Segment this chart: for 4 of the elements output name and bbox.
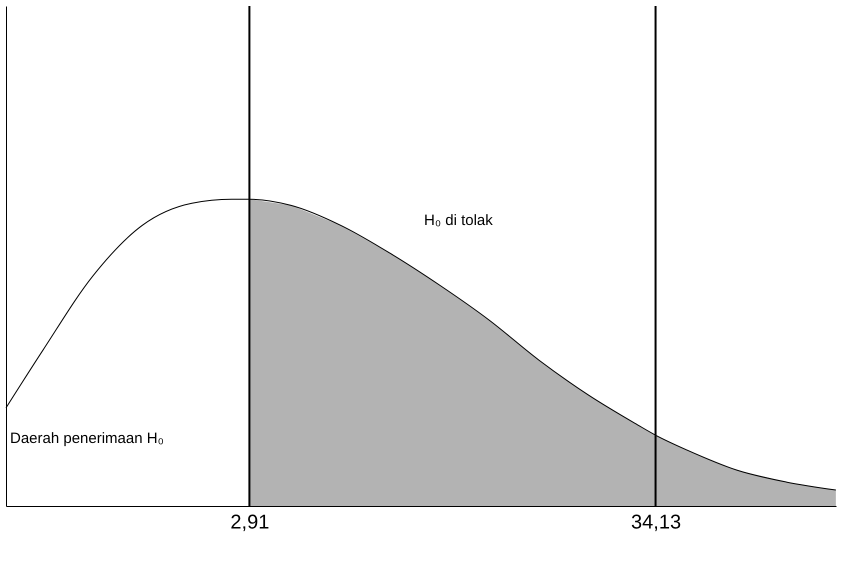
annotation: Daerah penerimaan H₀ bbox=[10, 430, 164, 447]
annotation: H₀ di tolak bbox=[424, 212, 494, 229]
x-tick-label: 34,13 bbox=[631, 512, 682, 534]
x-tick-label: 2,91 bbox=[230, 512, 270, 534]
